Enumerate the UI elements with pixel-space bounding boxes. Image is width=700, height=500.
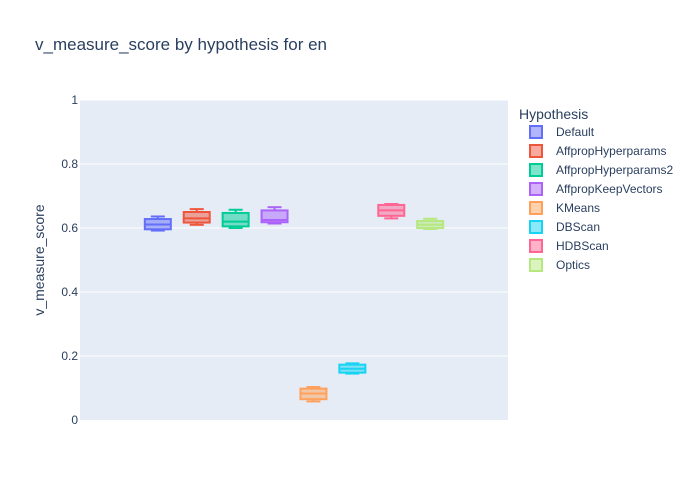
y-axis-title: v_measure_score	[31, 204, 47, 315]
box-affpropkeepvectors[interactable]	[260, 206, 289, 225]
legend-swatch	[529, 144, 543, 158]
legend-item[interactable]: AffpropHyperparams2	[529, 163, 673, 177]
legend-item[interactable]: AffpropKeepVectors	[529, 182, 663, 196]
box-series-group	[143, 203, 445, 403]
y-tick-label: 1	[71, 93, 78, 107]
y-axis-ticks: 0 0.2 0.4 0.6 0.8 1	[61, 93, 78, 427]
box-kmeans[interactable]	[299, 386, 328, 403]
legend-label: Optics	[556, 258, 590, 272]
chart-title: v_measure_score by hypothesis for en	[35, 35, 327, 54]
y-tick-label: 0	[71, 413, 78, 427]
plot-area	[80, 100, 508, 420]
legend-label: KMeans	[556, 201, 600, 215]
box-iqr	[221, 211, 250, 228]
legend-swatch	[529, 182, 543, 196]
y-tick-label: 0.6	[61, 221, 78, 235]
legend-label: DBScan	[556, 220, 600, 234]
box-optics[interactable]	[416, 217, 445, 230]
legend-swatch	[529, 220, 543, 234]
legend-item[interactable]: HDBScan	[529, 239, 609, 253]
legend-title: Hypothesis	[519, 106, 588, 122]
legend-item[interactable]: Default	[529, 125, 595, 139]
legend-item[interactable]: DBScan	[529, 220, 600, 234]
box-hdbscan[interactable]	[377, 203, 406, 220]
legend-item[interactable]: KMeans	[529, 201, 600, 215]
y-tick-label: 0.2	[61, 349, 78, 363]
legend-label: AffpropKeepVectors	[556, 182, 663, 196]
box-affprophyperparams2[interactable]	[221, 208, 250, 229]
legend-swatch	[529, 201, 543, 215]
legend-label: AffpropHyperparams2	[556, 163, 673, 177]
box-iqr	[260, 209, 289, 224]
box-dbscan[interactable]	[338, 362, 367, 375]
legend-item[interactable]: AffpropHyperparams	[529, 144, 667, 158]
legend-item[interactable]: Optics	[529, 258, 590, 272]
legend-swatch	[529, 125, 543, 139]
box-iqr	[182, 211, 211, 224]
y-tick-label: 0.8	[61, 157, 78, 171]
legend-swatch	[529, 258, 543, 272]
legend-label: Default	[556, 125, 595, 139]
box-affprophyperparams[interactable]	[182, 208, 211, 226]
legend-swatch	[529, 239, 543, 253]
legend-label: AffpropHyperparams	[556, 144, 667, 158]
box-default[interactable]	[143, 215, 172, 232]
legend: Default AffpropHyperparams AffpropHyperpar…	[529, 125, 673, 272]
y-tick-label: 0.4	[61, 285, 78, 299]
legend-label: HDBScan	[556, 239, 609, 253]
legend-swatch	[529, 163, 543, 177]
